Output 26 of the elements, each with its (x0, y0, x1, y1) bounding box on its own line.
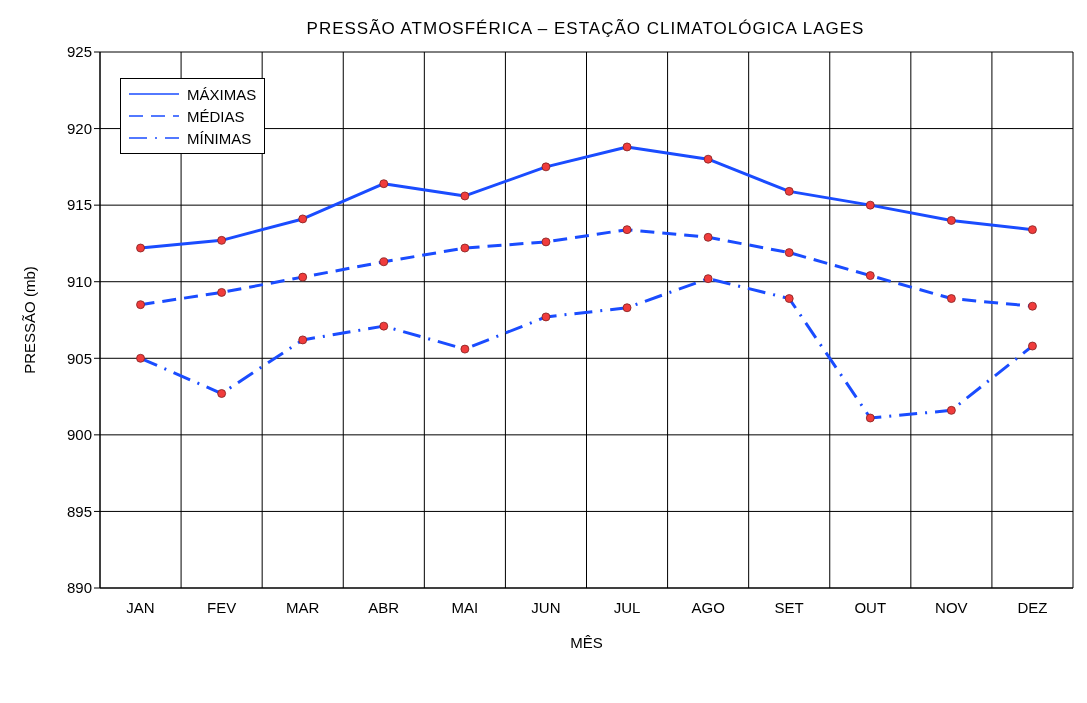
legend-label: MÉDIAS (187, 107, 245, 125)
y-tick-label: 910 (66, 273, 92, 291)
x-tick-label: AGO (691, 598, 725, 616)
y-tick-label: 915 (66, 196, 92, 214)
legend-label: MÁXIMAS (187, 85, 257, 103)
x-tick-label: ABR (368, 598, 400, 616)
x-tick-label: OUT (854, 598, 887, 616)
x-tick-label: NOV (935, 598, 968, 616)
y-tick-label: 900 (66, 426, 92, 444)
x-tick-label: JAN (126, 598, 155, 616)
y-tick-label: 895 (66, 502, 92, 520)
x-tick-label: DEZ (1017, 598, 1048, 616)
y-tick-label: 890 (66, 579, 92, 597)
x-tick-label: MAI (451, 598, 479, 616)
legend-label: MÍNIMAS (187, 129, 252, 147)
x-tick-label: JUL (613, 598, 641, 616)
y-tick-label: 920 (66, 119, 92, 137)
y-axis-title: PRESSÃO (mb) (21, 266, 39, 374)
y-tick-label: 905 (66, 349, 92, 367)
x-axis-title: MÊS (570, 634, 603, 651)
x-tick-label: FEV (207, 598, 237, 616)
y-tick-label: 925 (66, 43, 92, 61)
chart-title: PRESSÃO ATMOSFÉRICA – ESTAÇÃO CLIMATOLÓGICA LAGES (306, 19, 865, 38)
x-tick-label: MAR (286, 598, 320, 616)
x-tick-label: SET (774, 598, 804, 616)
x-tick-label: JUN (531, 598, 561, 616)
